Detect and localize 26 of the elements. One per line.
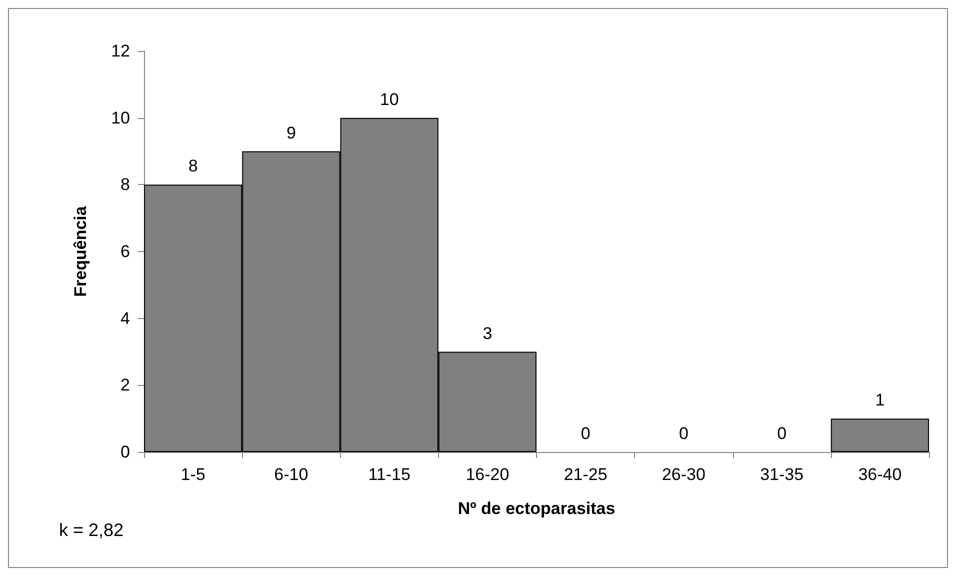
x-tick-label: 21-25 (564, 465, 608, 484)
data-label: 3 (482, 324, 492, 343)
data-label: 10 (380, 90, 399, 109)
y-axis-title: Frequência (71, 206, 90, 297)
data-label: 0 (777, 424, 787, 443)
y-tick-label: 2 (120, 376, 130, 395)
x-tick-label: 16-20 (466, 465, 510, 484)
text: k = 2,82 (59, 520, 124, 540)
data-label: 0 (580, 424, 590, 443)
y-tick-label: 12 (111, 42, 130, 60)
x-tick-label: 1-5 (180, 465, 206, 484)
x-tick-label: 36-40 (858, 465, 902, 484)
y-tick-label: 0 (120, 442, 130, 462)
x-tick-label: 11-15 (368, 465, 410, 484)
y-tick-label: 10 (111, 108, 130, 128)
data-label: 0 (678, 424, 688, 443)
y-tick-label: 8 (120, 175, 130, 194)
data-label: 8 (188, 156, 198, 176)
x-tick-label: 31-35 (760, 465, 804, 484)
data-label: 9 (286, 123, 296, 142)
x-axis-title: Nº de ectoparasitas (458, 499, 616, 518)
y-tick-label: 4 (120, 308, 130, 328)
x-tick-label: 26-30 (662, 465, 706, 484)
data-label: 1 (875, 390, 885, 410)
x-tick-label: 6-10 (274, 465, 308, 484)
y-tick-label: 6 (120, 242, 130, 261)
